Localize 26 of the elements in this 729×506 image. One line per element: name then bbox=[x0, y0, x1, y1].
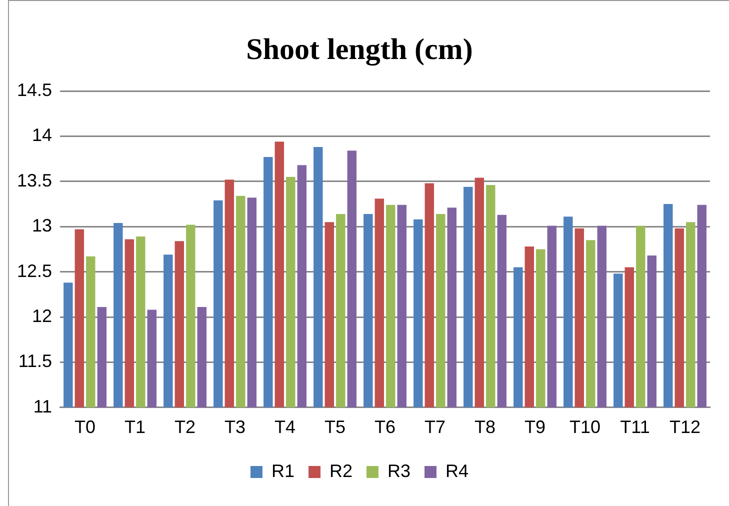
x-tick-label: T5 bbox=[324, 417, 346, 438]
x-tick-label: T11 bbox=[620, 417, 650, 438]
x-tick-label: T12 bbox=[669, 417, 701, 438]
x-tick-label: T3 bbox=[224, 417, 246, 438]
x-tick-label: T1 bbox=[124, 417, 146, 438]
legend-label: R3 bbox=[388, 460, 411, 481]
y-tick-label: 12.5 bbox=[16, 260, 52, 281]
x-tick-label: T2 bbox=[174, 417, 196, 438]
legend-label: R4 bbox=[446, 460, 469, 481]
y-tick-label: 11 bbox=[33, 396, 52, 416]
y-tick-label: 12 bbox=[32, 306, 52, 326]
x-tick-label: T7 bbox=[424, 417, 446, 438]
x-tick-label: T6 bbox=[374, 417, 396, 438]
y-tick-label: 11.5 bbox=[18, 351, 52, 372]
legend-label: R1 bbox=[271, 460, 294, 481]
chart-title: Shoot length (cm) bbox=[246, 32, 473, 66]
x-tick-label: T4 bbox=[274, 417, 296, 438]
y-tick-label: 13.5 bbox=[16, 170, 52, 190]
x-tick-label: T10 bbox=[569, 417, 601, 438]
legend-label: R2 bbox=[329, 460, 353, 481]
y-tick-label: 13 bbox=[32, 216, 52, 236]
x-tick-label: T0 bbox=[74, 417, 96, 438]
x-tick-label: T8 bbox=[474, 417, 496, 438]
y-tick-label: 14.5 bbox=[16, 80, 52, 100]
y-tick-label: 14 bbox=[32, 125, 52, 146]
x-tick-label: T9 bbox=[524, 417, 546, 438]
